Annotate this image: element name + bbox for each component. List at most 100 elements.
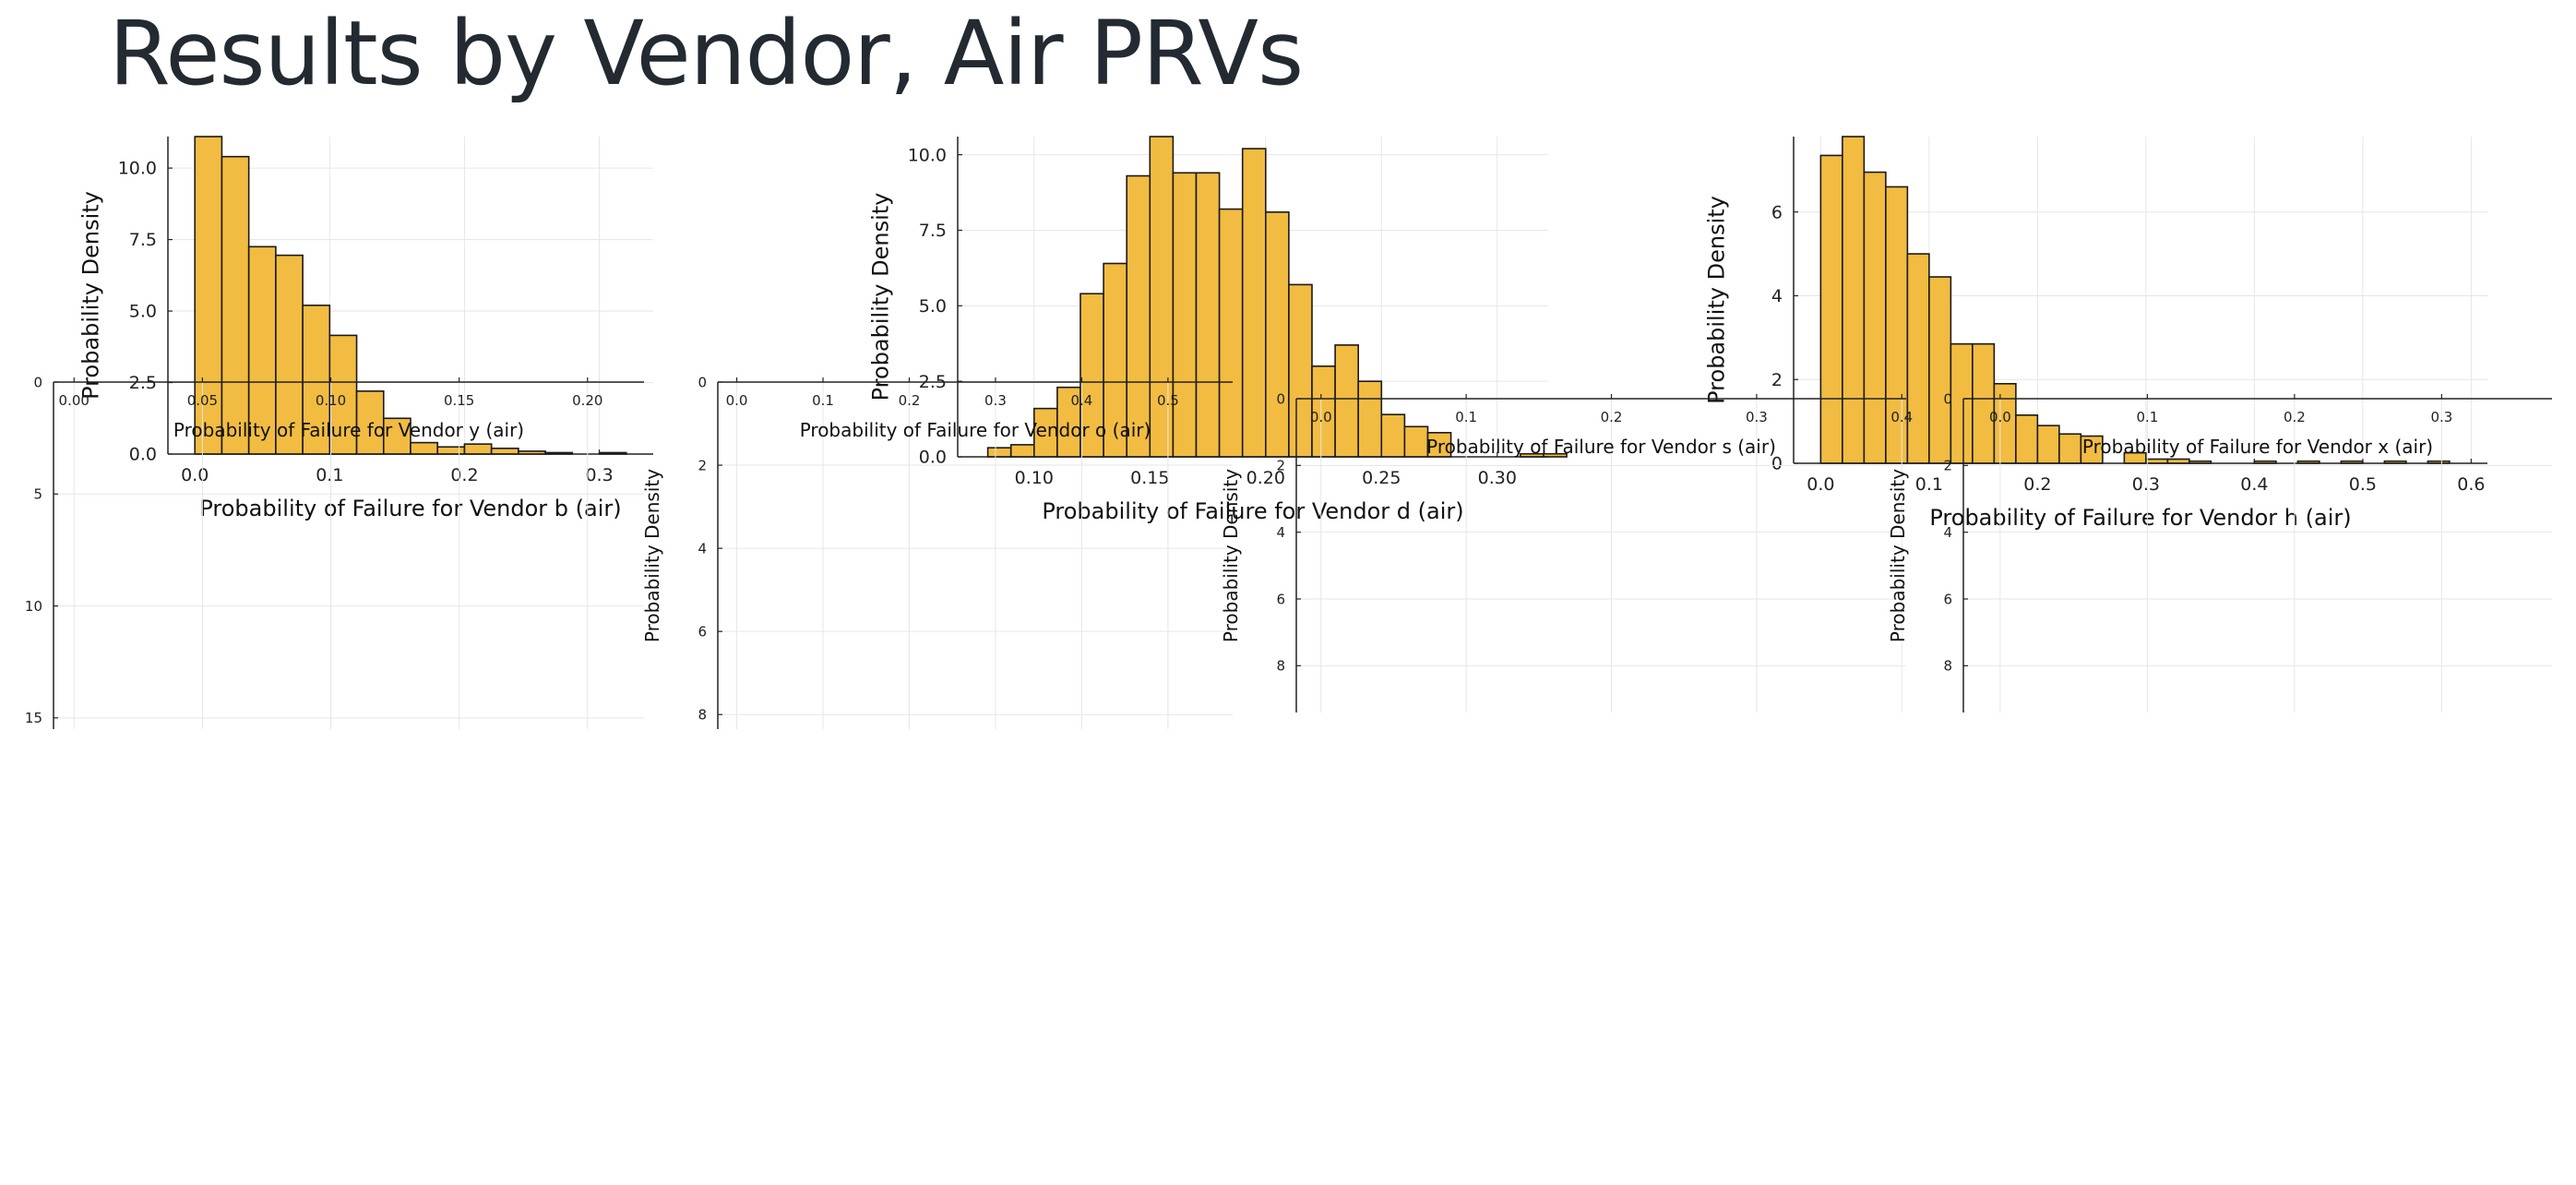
y-tick-label: 7.5 [919,221,947,241]
y-tick-label: 6 [698,623,707,640]
y-axis-label: Probability Density [1220,469,1242,642]
x-tick-label: 0.00 [59,392,89,409]
y-tick-label: 4 [698,540,707,557]
x-tick-label: 0.2 [2284,409,2306,425]
y-tick-label: 10.0 [118,159,157,179]
x-tick-label: 0.25 [1362,468,1401,488]
y-ticks: 0 2 4 6 8 [1943,390,1968,675]
bar [355,390,385,455]
y-tick-label: 4 [1276,524,1285,541]
y-tick-label: 0 [1771,454,1783,474]
x-tick-label: 0.2 [899,392,921,409]
y-axis-label: Probability Density [867,193,893,401]
x-tick-label: 0.4 [1071,392,1093,409]
y-tick-label: 5.0 [919,296,947,317]
y-tick-label: 2 [1276,458,1285,474]
bar [1357,380,1383,458]
bar [1334,344,1359,458]
x-tick-label: 0.15 [444,392,474,409]
bar [1172,172,1198,458]
y-tick-label: 6 [1771,202,1783,222]
y-tick-label: 6 [1943,591,1952,607]
bar [221,155,250,455]
x-tick-label: 0.1 [2136,409,2158,425]
y-tick-label: 4 [1943,524,1952,541]
y-axis-label: Probability Density [641,469,663,642]
x-tick-label: 0.2 [450,465,478,485]
y-tick-label: 2 [1943,458,1952,474]
y-ticks: 0 2 4 6 8 [1276,390,1301,675]
y-tick-label: 5.0 [129,302,157,322]
y-tick-label: 8 [1943,658,1952,675]
y-tick-label: 2 [1771,370,1783,390]
x-tick-label: 0.3 [2132,474,2160,495]
y-tick-label: 15 [25,710,42,726]
y-tick-label: 0 [1276,390,1285,407]
x-tick-label: 0.1 [316,465,343,485]
bars [194,136,627,455]
y-ticks: 0.02.55.07.510.0 [118,159,173,465]
x-axis-label: Probability of Failure for Vendor b (air… [199,496,621,521]
x-axis-label: Probability of Failure for Vendor o (air… [800,419,1151,441]
x-tick-label: 0.05 [187,392,218,409]
x-ticks: 0.0 0.1 0.2 0.3 0.4 0.5 [726,377,1179,409]
bar [1056,386,1081,458]
y-ticks: 0.02.55.07.510.0 [908,145,962,468]
x-axis-label: Probability of Failure for Vendor d (air… [1042,498,1463,524]
y-tick-label: 2 [698,457,707,473]
y-tick-label: 0 [698,374,707,390]
page-title: Results by Vendor, Air PRVs [109,2,1304,105]
x-tick-label: 0.3 [585,465,613,485]
x-ticks: 0.0 0.1 0.2 0.3 [181,449,614,485]
y-tick-label: 6 [1276,591,1285,607]
x-tick-label: 0.1 [1915,474,1943,495]
x-ticks: 0.10 0.15 0.20 0.25 0.30 [1015,452,1517,488]
x-tick-label: 0.0 [181,465,209,485]
x-tick-label: 0.10 [316,392,346,409]
bar [1126,174,1151,458]
x-tick-label: 0.10 [1015,468,1054,488]
x-tick-label: 0.4 [1890,409,1913,425]
bar [1033,407,1058,458]
y-tick-label: 4 [1771,286,1783,306]
y-tick-label: 0 [33,374,42,390]
y-axis-label: Probability Density [1703,196,1729,404]
y-tick-label: 8 [1276,658,1285,675]
x-ticks: 0.0 0.1 0.2 0.3 [1989,394,2452,425]
x-tick-label: 0.30 [1478,468,1517,488]
y-axis-label: Probability Density [1887,469,1909,642]
x-tick-label: 0.1 [1455,409,1477,425]
x-tick-label: 0.2 [2023,474,2051,495]
x-tick-label: 0.15 [1130,468,1169,488]
x-axis-label: Probability of Failure for Vendor s (air… [1426,436,1776,458]
x-tick-label: 0.20 [572,392,602,409]
y-tick-label: 8 [698,706,707,723]
y-tick-label: 2.5 [129,373,157,393]
x-axis-label: Probability of Failure for Vendor x (air… [2082,436,2433,458]
y-tick-label: 0 [1943,390,1952,407]
y-tick-label: 0.0 [919,448,947,468]
x-tick-label: 0.5 [2349,474,2377,495]
x-tick-label: 0.1 [812,392,834,409]
y-ticks: 0 5 10 15 [25,374,58,726]
x-tick-label: 0.0 [726,392,748,409]
y-axis-label: Probability Density [78,191,103,400]
y-tick-label: 5 [33,486,42,503]
x-ticks: 0.00 0.05 0.10 0.15 0.20 [59,377,602,409]
x-tick-label: 0.6 [2457,474,2485,495]
bar [1543,452,1568,458]
bar [1311,365,1336,458]
x-tick-label: 0.3 [1746,409,1768,425]
x-tick-label: 0.3 [984,392,1007,409]
y-ticks: 0 2 4 6 [1771,202,1798,474]
bars [986,136,1568,458]
x-tick-label: 0.20 [1246,468,1285,488]
x-ticks: 0.0 0.1 0.2 0.3 0.4 0.5 0.6 [1807,459,2485,495]
bar [275,254,304,455]
x-tick-label: 0.0 [1310,409,1332,425]
